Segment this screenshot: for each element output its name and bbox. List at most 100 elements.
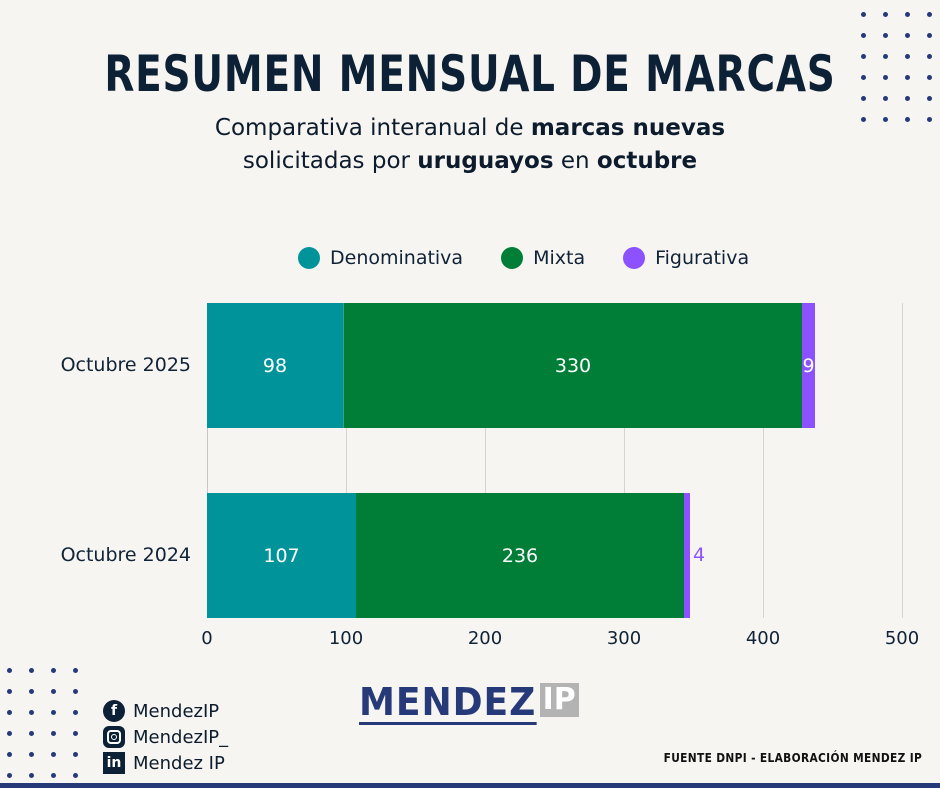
dot bbox=[73, 773, 78, 778]
gridline-400 bbox=[763, 303, 764, 618]
dot bbox=[51, 773, 56, 778]
dot bbox=[51, 731, 56, 736]
data-label: 9 bbox=[802, 354, 815, 377]
row-label-2024: Octubre 2024 bbox=[60, 544, 191, 566]
dot bbox=[883, 96, 888, 101]
legend-item-denominativa: Denominativa bbox=[298, 247, 463, 269]
brand-logo: MENDEZ IP bbox=[359, 682, 579, 725]
dot bbox=[905, 117, 910, 122]
dot bbox=[7, 752, 12, 757]
dot bbox=[883, 12, 888, 17]
data-label: 236 bbox=[501, 544, 539, 567]
dot bbox=[73, 752, 78, 757]
data-label: 330 bbox=[554, 354, 592, 377]
facebook-icon: f bbox=[103, 700, 125, 722]
legend-label: Figurativa bbox=[655, 247, 750, 269]
dot bbox=[29, 731, 34, 736]
dot bbox=[861, 96, 866, 101]
dot bbox=[861, 33, 866, 38]
dot bbox=[73, 731, 78, 736]
row-label-2025: Octubre 2025 bbox=[60, 354, 191, 376]
x-tick: 0 bbox=[201, 628, 213, 649]
legend-swatch-icon bbox=[298, 247, 320, 269]
gridline-500 bbox=[902, 303, 903, 618]
dot bbox=[51, 752, 56, 757]
subtitle-emphasis: marcas nuevas bbox=[530, 115, 726, 141]
dot bbox=[73, 710, 78, 715]
dot bbox=[7, 731, 12, 736]
dot bbox=[29, 668, 34, 673]
subtitle-line-2: solicitadas por uruguayos en octubre bbox=[0, 145, 940, 178]
dot bbox=[905, 33, 910, 38]
subtitle-text: Comparativa interanual de bbox=[214, 115, 531, 141]
dot bbox=[73, 668, 78, 673]
social-links: f MendezIP MendezIP_ in Mendez IP bbox=[103, 698, 228, 776]
source-note: FUENTE DNPI - ELABORACIÓN MENDEZ IP bbox=[663, 750, 922, 765]
subtitle-line-1: Comparativa interanual de marcas nuevas bbox=[0, 112, 940, 145]
dot bbox=[905, 54, 910, 59]
dot bbox=[883, 117, 888, 122]
bar-segment-denominativa: 107 bbox=[207, 493, 356, 618]
social-label: MendezIP_ bbox=[133, 726, 229, 748]
bar-segment-denominativa: 98 bbox=[207, 303, 343, 428]
instagram-icon bbox=[103, 726, 125, 748]
gridline-200 bbox=[485, 303, 486, 618]
dot bbox=[29, 689, 34, 694]
bar-segment-mixta: 330 bbox=[343, 303, 802, 428]
legend-item-mixta: Mixta bbox=[501, 247, 585, 269]
page-title: RESUMEN MENSUAL DE MARCAS bbox=[104, 45, 836, 103]
subtitle-text: solicitadas por bbox=[242, 148, 418, 174]
legend-swatch-icon bbox=[623, 247, 646, 269]
gridline-100 bbox=[346, 303, 347, 618]
bottom-accent-bar bbox=[0, 783, 940, 788]
dot bbox=[29, 752, 34, 757]
legend-label: Denominativa bbox=[330, 247, 464, 269]
social-label: Mendez IP bbox=[133, 752, 225, 774]
bar-segment-mixta: 236 bbox=[356, 493, 684, 618]
axis-baseline bbox=[207, 303, 208, 618]
linkedin-icon: in bbox=[103, 752, 125, 774]
legend-label: Mixta bbox=[533, 247, 586, 269]
dot bbox=[861, 75, 866, 80]
dot bbox=[927, 33, 932, 38]
social-linkedin[interactable]: in Mendez IP bbox=[103, 750, 228, 776]
dot bbox=[927, 117, 932, 122]
x-tick: 400 bbox=[745, 628, 781, 649]
dot bbox=[7, 710, 12, 715]
dot bbox=[29, 710, 34, 715]
dot bbox=[927, 12, 932, 17]
dot bbox=[861, 54, 866, 59]
dot bbox=[51, 689, 56, 694]
bar-segment-figurativa: 9 bbox=[802, 303, 815, 428]
data-label: 107 bbox=[263, 544, 300, 567]
x-tick: 500 bbox=[884, 628, 920, 649]
dot bbox=[861, 117, 866, 122]
dot bbox=[927, 75, 932, 80]
chart-legend: Denominativa Mixta Figurativa bbox=[298, 247, 787, 269]
dot bbox=[905, 12, 910, 17]
data-label: 98 bbox=[262, 354, 288, 377]
social-facebook[interactable]: f MendezIP bbox=[103, 698, 228, 724]
bar-segment-figurativa bbox=[684, 493, 690, 618]
dot bbox=[927, 96, 932, 101]
dot bbox=[883, 54, 888, 59]
dot bbox=[29, 773, 34, 778]
x-tick: 100 bbox=[328, 628, 364, 649]
dot bbox=[7, 689, 12, 694]
dot bbox=[51, 710, 56, 715]
dot bbox=[861, 12, 866, 17]
dot bbox=[905, 75, 910, 80]
subtitle-emphasis: uruguayos bbox=[417, 148, 554, 174]
logo-ip-badge: IP bbox=[539, 683, 579, 717]
dot bbox=[51, 668, 56, 673]
logo-text: MENDEZ bbox=[359, 680, 537, 725]
gridline-300 bbox=[624, 303, 625, 618]
subtitle: Comparativa interanual de marcas nuevas … bbox=[0, 112, 940, 178]
x-tick: 300 bbox=[606, 628, 642, 649]
social-instagram[interactable]: MendezIP_ bbox=[103, 724, 228, 750]
social-label: MendezIP bbox=[133, 700, 220, 722]
dot bbox=[7, 668, 12, 673]
legend-item-figurativa: Figurativa bbox=[623, 247, 749, 269]
x-tick: 200 bbox=[467, 628, 503, 649]
